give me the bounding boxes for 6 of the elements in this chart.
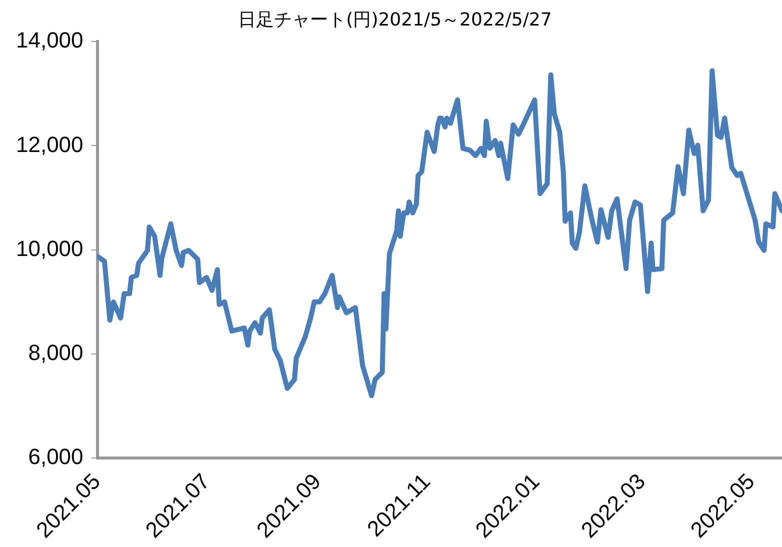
- y-tick-label: 12,000: [16, 132, 84, 157]
- chart-title: 日足チャート(円)2021/5～2022/5/27: [238, 9, 552, 30]
- y-tick-label: 6,000: [28, 444, 84, 470]
- y-tick-label: 8,000: [28, 340, 84, 366]
- y-tick-label: 14,000: [16, 28, 84, 53]
- y-tick-label: 10,000: [16, 236, 84, 261]
